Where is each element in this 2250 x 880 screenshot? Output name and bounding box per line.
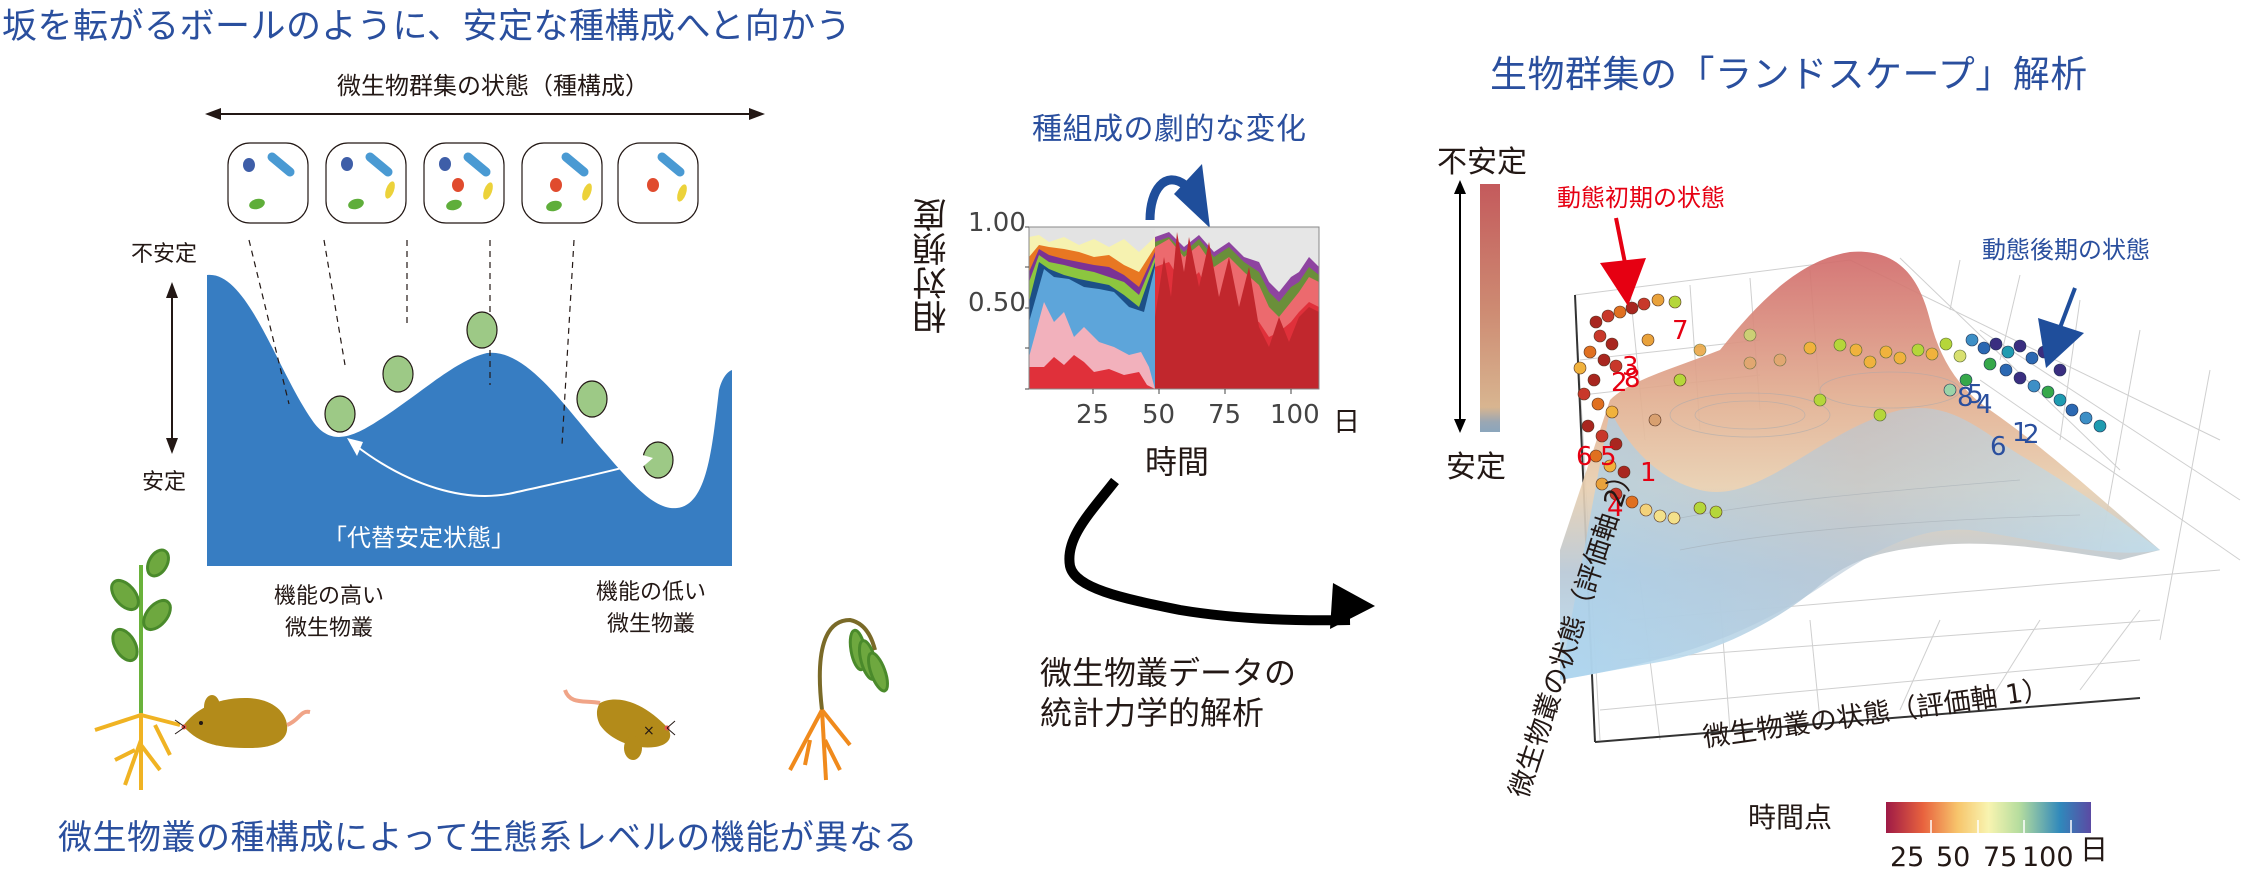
early-state-label: 動態初期の状態: [1557, 184, 1725, 212]
ball-1: [324, 395, 356, 433]
early-number-1: 1: [1640, 458, 1657, 488]
xtick-100: 100: [1270, 400, 1320, 430]
late-number-5: 5: [1967, 380, 1984, 410]
landscape-3d-plot: [1560, 251, 2241, 743]
left-panel-title: 坂を転がるボールのように、安定な種構成へと向かう: [2, 7, 852, 47]
state-axis-arrow: [205, 108, 765, 120]
stability-arrow: [166, 282, 178, 454]
xtick-75: 75: [1208, 400, 1242, 430]
stability-bottom-label: 安定: [142, 470, 187, 495]
high-function-label-line2: 微生物叢: [285, 616, 374, 641]
early-number-8: 8: [1624, 364, 1641, 394]
analysis-arrow: [1064, 477, 1375, 629]
colorbar-unit: 日: [2080, 833, 2109, 866]
xtick-25: 25: [1076, 400, 1110, 430]
early-number-5: 5: [1600, 442, 1617, 472]
low-function-label-line2: 微生物叢: [607, 612, 696, 637]
wilted-plant-icon: [788, 617, 889, 781]
low-function-label-line1: 機能の低い: [596, 580, 707, 605]
stability-scale-bar: [1454, 180, 1500, 433]
alt-stable-state-label: 「代替安定状態」: [323, 524, 515, 552]
chart-ylabel: 相対頻度: [913, 198, 953, 334]
late-state-label: 動態後期の状態: [1982, 236, 2150, 264]
community-box-5: [617, 142, 699, 224]
ytick-1: 1.00: [968, 208, 1026, 238]
analysis-label-line1: 微生物叢データの: [1040, 654, 1297, 692]
community-boxes: [227, 142, 699, 224]
early-number-4: 4: [1607, 493, 1624, 523]
early-phase-points: [1573, 293, 1723, 525]
dramatic-change-arrow: [1145, 164, 1210, 228]
time-colorbar: [1886, 802, 2091, 833]
early-number-7: 7: [1672, 316, 1689, 346]
late-number-4: 4: [1976, 390, 1993, 420]
late-state-arrow: [2038, 287, 2084, 368]
x-unit-label: 日: [1333, 407, 1360, 438]
xtick-50: 50: [1142, 400, 1176, 430]
late-number-6: 6: [1990, 432, 2007, 462]
colorbar-tick-50: 50: [1936, 842, 1971, 873]
late-number-2: 2: [2023, 420, 2040, 450]
colorbar-tick-100: 100: [2022, 842, 2074, 873]
colorbar-tick-75: 75: [1983, 842, 2018, 873]
ytick-0-5: 0.50: [968, 288, 1026, 318]
community-box-2: [325, 142, 407, 224]
analysis-label-line2: 統計力学的解析: [1040, 694, 1265, 732]
community-box-3: [423, 142, 505, 224]
relative-abundance-chart: [1025, 226, 1320, 394]
late-number-1: 1: [2012, 418, 2029, 448]
healthy-plant-icon: [94, 548, 181, 790]
healthy-mouse-icon: [174, 695, 311, 748]
community-box-1: [227, 142, 309, 224]
stability-landscape: [207, 239, 732, 566]
chart-xlabel: 時間: [1145, 443, 1210, 481]
early-state-arrow: [1600, 217, 1646, 306]
early-number-3: 3: [1622, 352, 1639, 382]
dramatic-change-label: 種組成の劇的な変化: [1032, 112, 1307, 147]
left-panel-caption: 微生物叢の種構成によって生態系レベルの機能が異なる: [58, 818, 918, 858]
sick-mouse-icon: ×: [563, 689, 676, 760]
early-number-6: 6: [1576, 442, 1593, 472]
colorbar-label: 時間点: [1748, 801, 1833, 834]
late-number-8: 8: [1957, 383, 1974, 413]
state-axis-label: 微生物群集の状態（種構成）: [337, 72, 649, 100]
svg-text:×: ×: [643, 723, 655, 739]
colorbar-tick-25: 25: [1890, 842, 1925, 873]
right-panel-title: 生物群集の「ランドスケープ」解析: [1490, 53, 2088, 96]
landscape-stability-top: 不安定: [1437, 145, 1527, 180]
landscape-stability-bottom: 安定: [1446, 450, 1506, 485]
stability-top-label: 不安定: [131, 242, 198, 267]
high-function-label-line1: 機能の高い: [274, 584, 385, 609]
early-number-2: 2: [1611, 368, 1628, 398]
community-box-4: [521, 142, 603, 224]
